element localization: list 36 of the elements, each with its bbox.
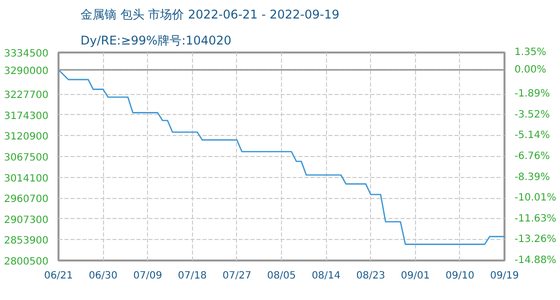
chart-subtitle: Dy/RE:≥99%牌号:104020	[80, 34, 232, 48]
x-tick-label: 07/09	[133, 270, 162, 282]
y-tick-label: 3174300	[4, 110, 49, 122]
y-tick-label: 2907300	[4, 214, 49, 226]
x-tick-label: 06/30	[88, 270, 118, 282]
x-tick-label: 08/05	[267, 270, 296, 282]
x-tick-label: 09/19	[490, 270, 519, 282]
y-tick-label: 2960700	[4, 194, 49, 206]
y2-tick-label: -10.01%	[514, 192, 556, 204]
y-tick-label: 3067500	[4, 152, 49, 164]
x-tick-label: 07/27	[222, 270, 252, 282]
y2-tick-label: -11.63%	[514, 213, 556, 224]
y2-tick-label: 0.00%	[514, 64, 546, 76]
y-tick-label: 3227700	[4, 90, 49, 102]
y2-tick-label: -1.89%	[514, 88, 550, 100]
y2-tick-label: -14.88%	[514, 255, 556, 266]
y2-tick-label: -3.52%	[514, 109, 550, 120]
y-tick-label: 3014100	[4, 173, 49, 184]
y-tick-label: 3290000	[4, 66, 49, 77]
x-tick-label: 09/10	[445, 270, 474, 282]
y2-tick-label: -6.76%	[514, 150, 550, 162]
y2-tick-label: -13.26%	[514, 234, 556, 246]
y-tick-label: 3334500	[4, 48, 49, 60]
y2-tick-label: -5.14%	[514, 130, 550, 142]
y2-tick-label: -8.39%	[514, 172, 550, 183]
x-tick-label: 08/14	[312, 270, 341, 282]
y-tick-label: 2853900	[4, 236, 49, 247]
line-series	[58, 69, 504, 245]
y-tick-label: 3120900	[4, 132, 49, 143]
x-tick-label: 06/21	[44, 270, 73, 282]
x-tick-label: 08/23	[356, 270, 386, 282]
x-tick-label: 09/01	[400, 270, 430, 282]
y2-tick-label: 1.35%	[514, 47, 546, 58]
chart-title: 金属镝 包头 市场价 2022-06-21 - 2022-09-19	[80, 8, 340, 22]
y-tick-label: 2800500	[4, 256, 49, 268]
x-tick-label: 07/18	[178, 270, 207, 282]
